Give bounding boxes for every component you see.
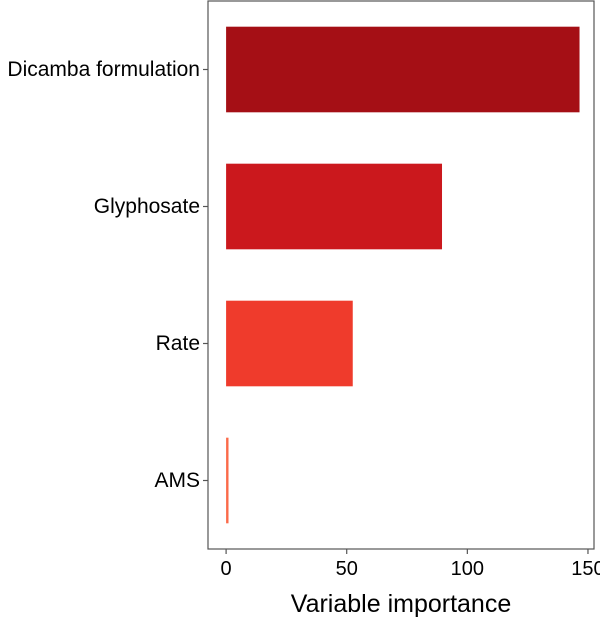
category-axis: Dicamba formulation Glyphosate Rate AMS (7, 58, 208, 492)
x-tick-label-50: 50 (336, 558, 358, 580)
x-tick-label-100: 100 (451, 558, 484, 580)
x-tick-label-0: 0 (221, 558, 232, 580)
category-label-dicamba-formulation: Dicamba formulation (7, 58, 200, 81)
category-label-ams: AMS (154, 469, 200, 492)
bar-dicamba-formulation (226, 26, 580, 113)
bar-rate (226, 300, 353, 387)
bar-glyphosate (226, 163, 443, 250)
value-axis: 0 50 100 150 (221, 549, 600, 580)
bar-ams (226, 437, 229, 524)
bars (226, 26, 580, 524)
x-tick-label-150: 150 (571, 558, 600, 580)
category-label-rate: Rate (156, 332, 200, 355)
x-axis-title: Variable importance (291, 590, 511, 618)
category-label-glyphosate: Glyphosate (94, 195, 200, 218)
